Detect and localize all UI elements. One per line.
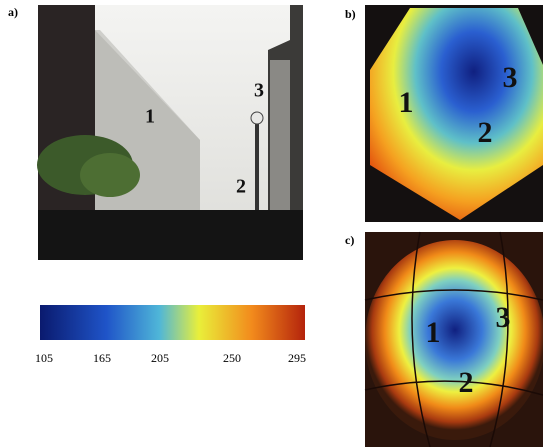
- marker: 2: [236, 176, 246, 198]
- panel-label: a): [8, 5, 18, 19]
- marker: 1: [399, 86, 414, 119]
- marker: 2: [478, 116, 493, 149]
- colorbar-tick-label: 250: [223, 351, 241, 365]
- panel-label: b): [345, 7, 356, 21]
- panel-label: c): [345, 233, 354, 247]
- marker: 2: [459, 366, 474, 399]
- colorbar-tick-label: 205: [151, 351, 169, 365]
- marker: 3: [503, 61, 518, 94]
- photo: [37, 5, 303, 260]
- colorbar-tick-label: 105: [35, 351, 53, 365]
- colorbar: [40, 305, 305, 340]
- colorbar-tick-label: 165: [93, 351, 111, 365]
- heat-map: [365, 240, 543, 440]
- figure: a) 1 2 3 105 165 205 250 295 b) 1 2 3 c) 1 2…: [0, 0, 543, 447]
- marker: 3: [254, 80, 264, 102]
- marker: 3: [496, 301, 511, 334]
- colorbar-tick-label: 295: [288, 351, 306, 365]
- marker: 1: [426, 316, 441, 349]
- marker: 1: [145, 106, 155, 128]
